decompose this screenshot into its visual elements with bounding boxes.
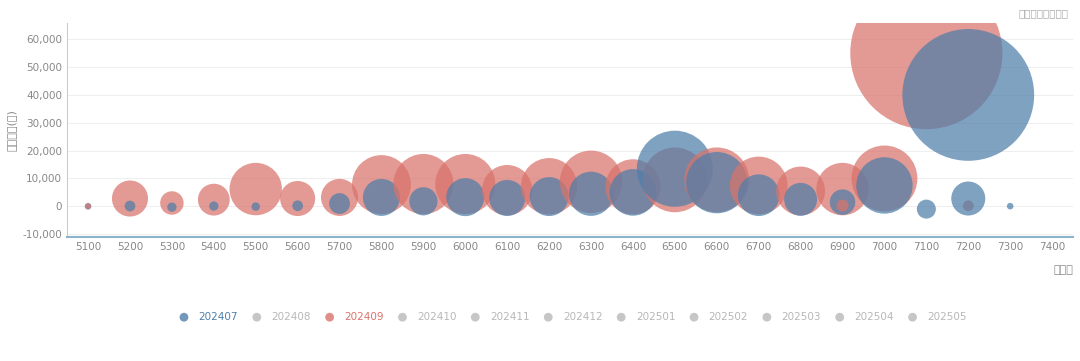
Point	[666, 166, 684, 171]
Point	[708, 177, 726, 183]
Point	[163, 204, 180, 210]
Text: 气泡大小：成交量: 气泡大小：成交量	[1018, 8, 1068, 18]
Point	[918, 206, 935, 212]
Point	[205, 197, 222, 203]
Point	[1001, 203, 1018, 209]
Point	[80, 203, 97, 209]
Point	[960, 196, 977, 201]
Point	[582, 179, 599, 185]
Text: 行权价: 行权价	[1053, 265, 1074, 275]
Point	[499, 195, 516, 201]
Point	[624, 190, 642, 195]
Point	[918, 50, 935, 56]
Point	[540, 183, 557, 189]
Point	[247, 204, 265, 209]
Point	[834, 186, 851, 192]
Point	[373, 195, 390, 200]
Point	[289, 203, 307, 209]
Point	[750, 183, 767, 188]
Point	[792, 196, 809, 202]
Point	[708, 180, 726, 186]
Point	[666, 177, 684, 183]
Point	[121, 196, 138, 201]
Point	[205, 203, 222, 209]
Point	[457, 194, 474, 200]
Point	[330, 201, 348, 206]
Point	[750, 192, 767, 198]
Point	[834, 203, 851, 208]
Point	[163, 200, 180, 206]
Point	[121, 203, 138, 209]
Point	[624, 184, 642, 190]
Point	[373, 182, 390, 187]
Point	[80, 204, 97, 209]
Point	[582, 191, 599, 197]
Point	[415, 181, 432, 187]
Point	[499, 187, 516, 193]
Point	[834, 199, 851, 205]
Legend: 202407, 202408, 202409, 202410, 202411, 202412, 202501, 202502, 202503, 202504, : 202407, 202408, 202409, 202410, 202411, …	[170, 308, 971, 326]
Point	[960, 203, 977, 209]
Point	[876, 183, 893, 188]
Point	[792, 188, 809, 194]
Y-axis label: 日持仓量(张): 日持仓量(张)	[6, 109, 17, 151]
Point	[876, 175, 893, 181]
Point	[540, 194, 557, 200]
Point	[330, 195, 348, 200]
Point	[457, 181, 474, 187]
Point	[247, 186, 265, 192]
Point	[289, 196, 307, 201]
Point	[415, 199, 432, 204]
Point	[960, 92, 977, 98]
